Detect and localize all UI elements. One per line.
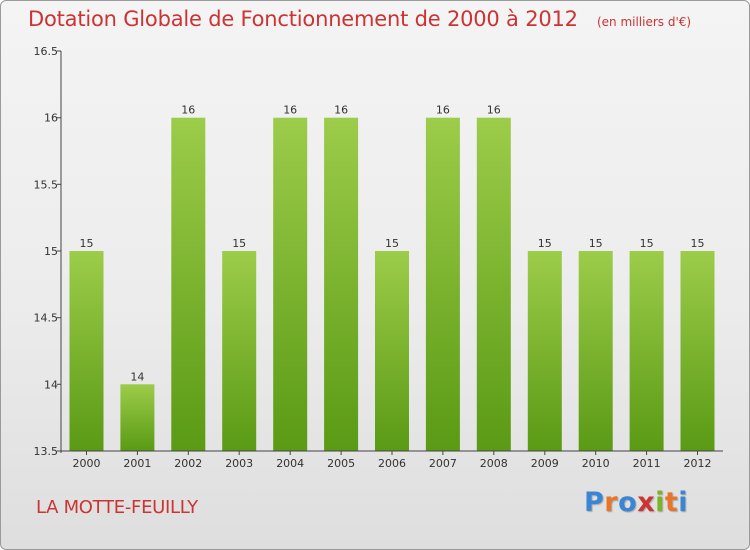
data-label-2001: 14: [130, 370, 144, 383]
logo-letter: t: [664, 487, 679, 518]
bar-2001: [120, 384, 155, 451]
bar-2011: [629, 251, 664, 451]
x-tick-label-2008: 2008: [480, 457, 508, 470]
data-label-2011: 15: [640, 237, 654, 250]
bar-2006: [375, 251, 409, 451]
commune-name: LA MOTTE-FEUILLY: [36, 497, 198, 518]
x-tick-label-2012: 2012: [684, 457, 712, 470]
data-label-2007: 16: [436, 104, 450, 117]
bar-2003: [222, 251, 257, 451]
data-label-2000: 15: [80, 237, 94, 250]
x-tick-label-2002: 2002: [174, 457, 202, 470]
data-label-2012: 15: [691, 237, 705, 250]
x-tick-label-2009: 2009: [531, 457, 559, 470]
x-tick-label-2004: 2004: [276, 457, 304, 470]
logo-letter: o: [618, 487, 638, 518]
bar-2009: [527, 251, 562, 451]
data-label-2006: 15: [385, 237, 399, 250]
x-tick-label-2001: 2001: [123, 457, 151, 470]
data-label-2005: 16: [334, 104, 348, 117]
bar-2008: [476, 117, 511, 451]
chart-title-row: Dotation Globale de Fonctionnement de 20…: [28, 7, 691, 31]
y-tick-label-15: 15: [44, 245, 58, 258]
y-tick-label-16: 16: [44, 112, 58, 125]
chart-title: Dotation Globale de Fonctionnement de 20…: [28, 7, 578, 31]
bar-2010: [578, 251, 613, 451]
axis-layer: [57, 50, 723, 455]
data-label-2002: 16: [181, 104, 195, 117]
data-label-2004: 16: [283, 104, 297, 117]
y-tick-label-14: 14: [44, 378, 58, 391]
logo-letter: i: [655, 487, 665, 518]
bar-2000: [69, 251, 104, 451]
logo-letter: x: [637, 487, 656, 518]
y-tick-label-15.5: 15.5: [34, 178, 59, 191]
x-tick-label-2005: 2005: [327, 457, 355, 470]
data-label-2003: 15: [232, 237, 246, 250]
bars-layer: [69, 117, 715, 451]
data-label-2009: 15: [538, 237, 552, 250]
bar-2007: [425, 117, 460, 451]
data-label-2010: 15: [589, 237, 603, 250]
y-tick-label-14.5: 14.5: [34, 312, 59, 325]
x-tick-label-2006: 2006: [378, 457, 406, 470]
x-tick-label-2003: 2003: [225, 457, 253, 470]
x-tick-label-2000: 2000: [73, 457, 101, 470]
y-tick-label-13.5: 13.5: [34, 445, 59, 458]
x-tick-label-2010: 2010: [582, 457, 610, 470]
bar-2005: [324, 117, 359, 451]
bar-2004: [273, 117, 308, 451]
logo-letter: r: [604, 487, 619, 518]
x-tick-label-2007: 2007: [429, 457, 457, 470]
labels-layer: 15 2000 14 2001 16 2002 15 2003 16 2004 16 2005 15 20…: [34, 45, 712, 470]
logo-letter: P: [584, 487, 605, 518]
y-tick-label-16.5: 16.5: [34, 45, 59, 58]
logo-letter: i: [678, 487, 689, 518]
x-tick-label-2011: 2011: [633, 457, 661, 470]
data-label-2008: 16: [487, 104, 501, 117]
chart-unit: (en milliers d'€): [596, 15, 692, 29]
proxiti-logo: Proxiti: [584, 487, 688, 518]
bar-2012: [680, 251, 715, 451]
bar-2002: [171, 117, 206, 451]
